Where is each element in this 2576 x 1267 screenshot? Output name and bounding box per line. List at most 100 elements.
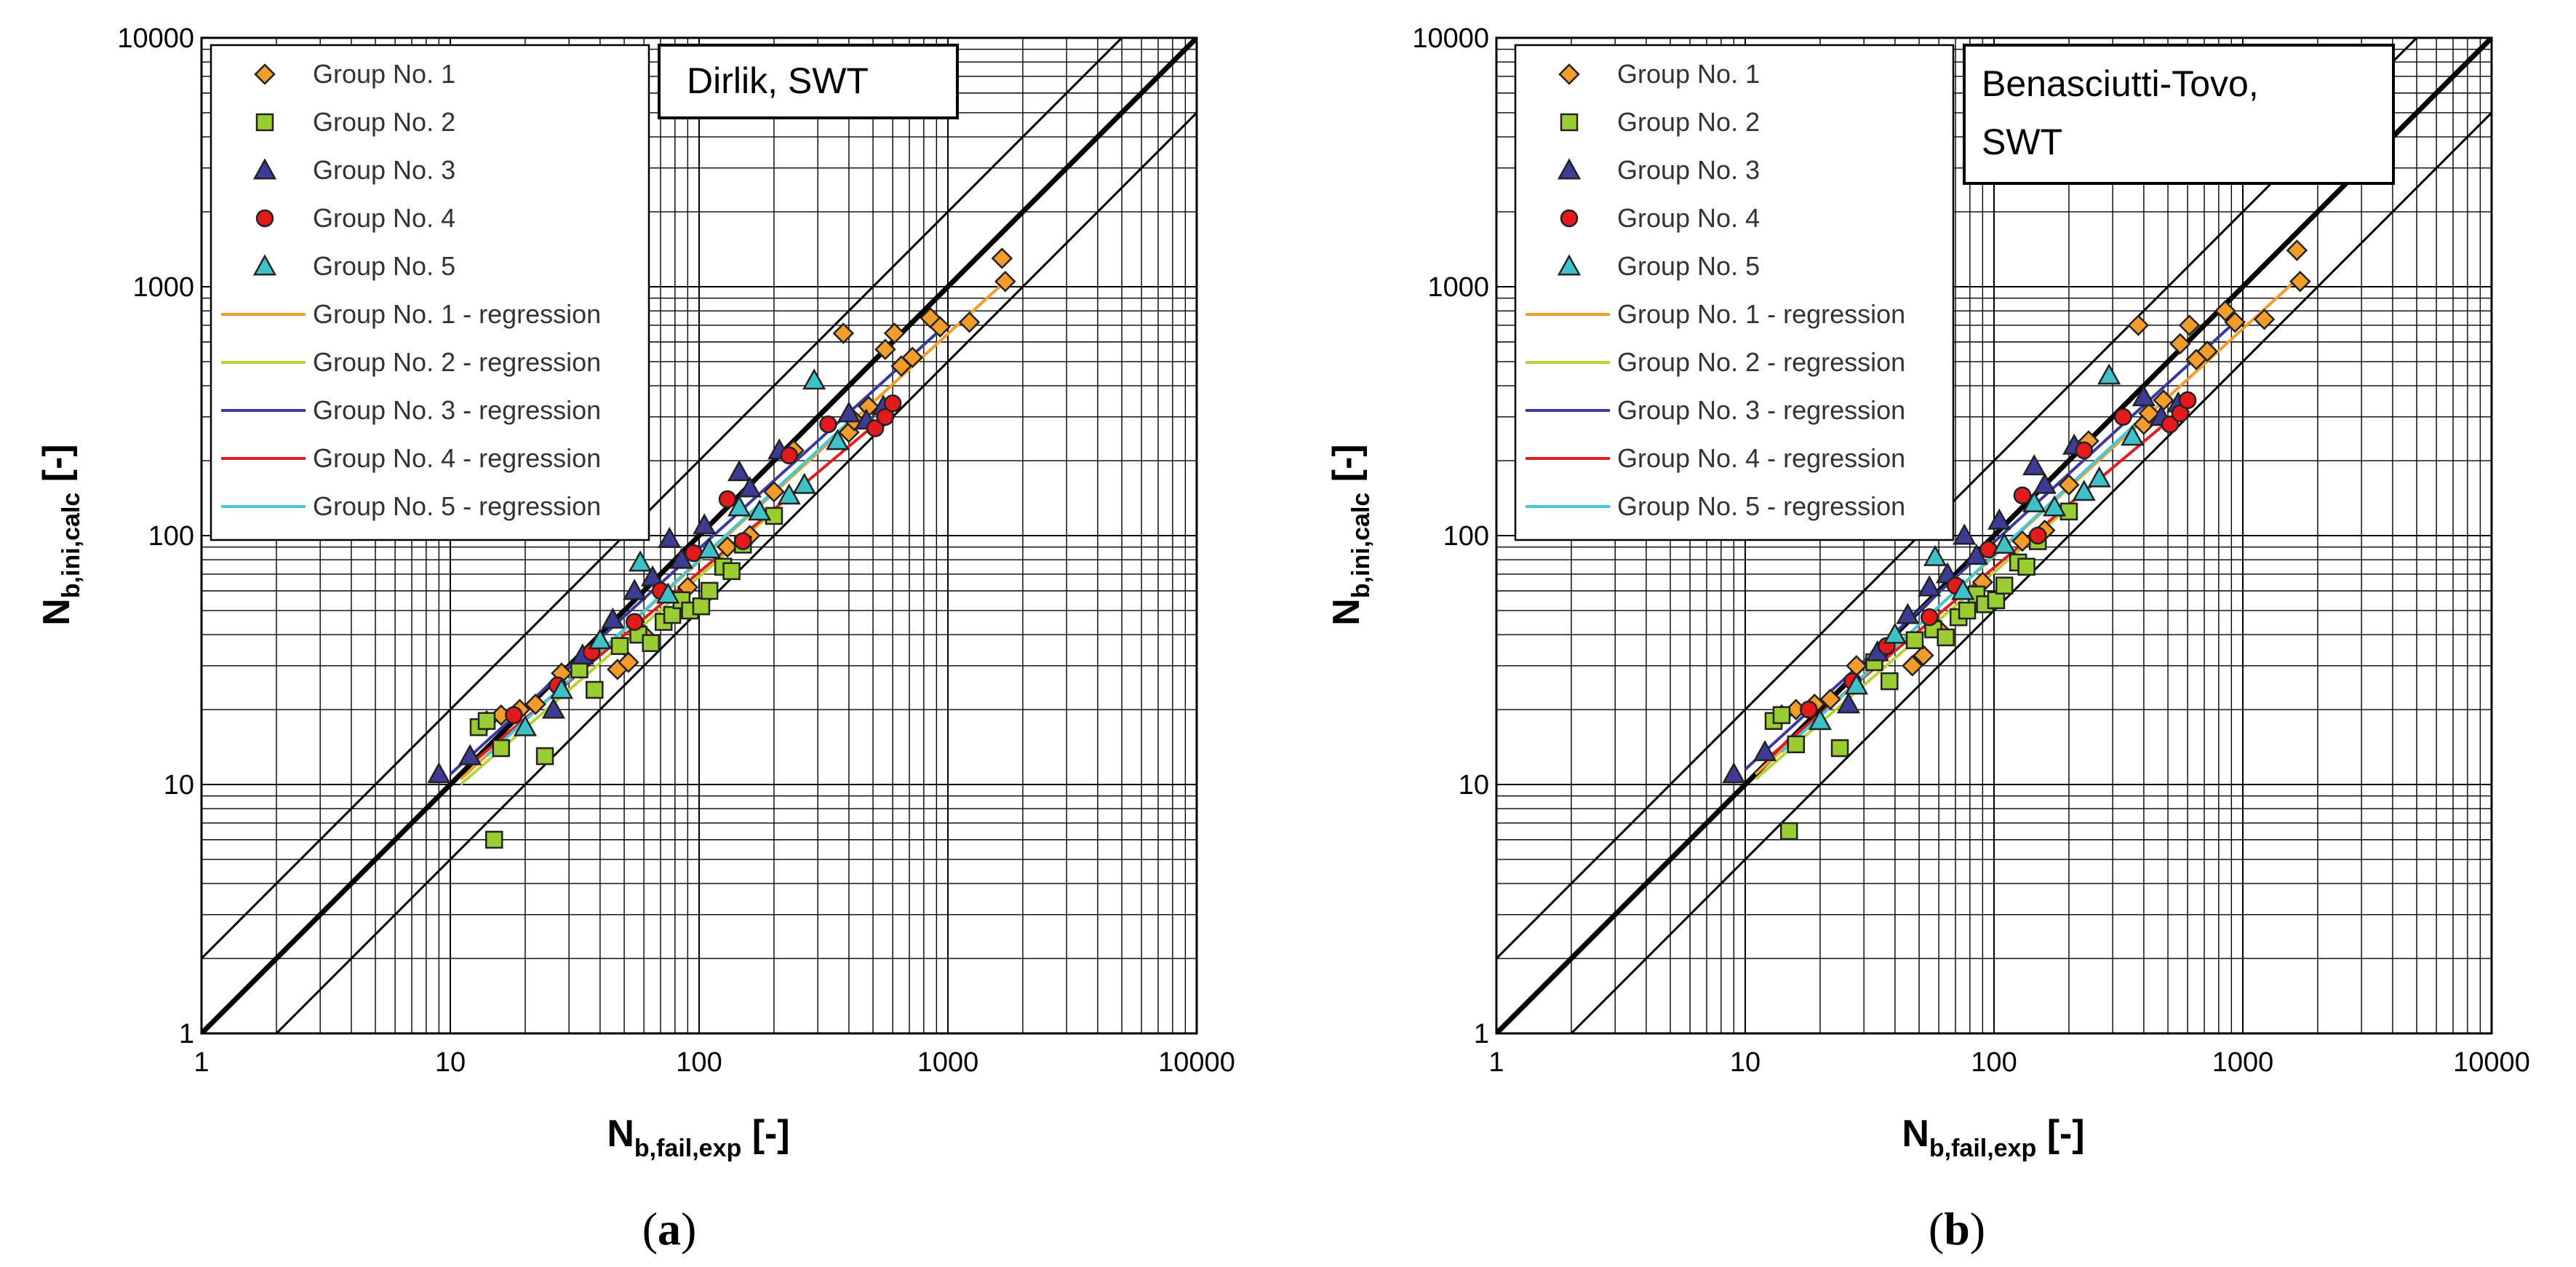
data-point (663, 605, 682, 624)
data-point (601, 607, 625, 629)
legend-marker (1557, 158, 1582, 180)
data-point (2138, 402, 2160, 424)
data-point (505, 706, 523, 724)
y-tick-label: 10 (164, 770, 194, 801)
legend-marker (252, 158, 277, 180)
data-point (1902, 655, 1923, 677)
data-point (618, 651, 639, 673)
x-tick-label: 1000 (2212, 1047, 2274, 1078)
x-tick-label: 10000 (1158, 1047, 1235, 1078)
data-point (2224, 311, 2246, 333)
data-point (1905, 631, 1924, 649)
y-tick-label: 1 (1474, 1019, 1489, 1049)
data-point (2196, 341, 2218, 362)
data-point (610, 637, 629, 655)
data-point (458, 744, 482, 766)
data-point (1923, 544, 1947, 566)
y-tick-label: 100 (1443, 521, 1489, 552)
data-point (2114, 408, 2132, 426)
data-point (901, 346, 923, 368)
legend-label: Group No. 4 - regression (1617, 443, 1905, 473)
title-text-line: Benasciutti-Tovo, (1982, 63, 2259, 104)
legend-label: Group No. 2 - regression (313, 347, 601, 377)
data-point (718, 490, 737, 509)
data-point (1772, 706, 1791, 724)
x-tick-label: 10 (1730, 1047, 1760, 1078)
x-axis-label: Nb,fail,exp [-] (607, 1113, 789, 1162)
data-point (1722, 762, 1746, 784)
data-point (2022, 490, 2046, 512)
data-point (958, 311, 981, 333)
data-point (1830, 739, 1849, 758)
legend-marker (1560, 113, 1579, 132)
data-point (837, 401, 861, 423)
data-point (2171, 404, 2190, 423)
y-tick-label: 1 (179, 1019, 194, 1049)
series-group-2 (469, 507, 783, 849)
data-point (1787, 735, 1806, 754)
data-point (727, 495, 751, 517)
data-point (1913, 644, 1934, 667)
data-point (2121, 424, 2145, 446)
data-point (525, 694, 546, 715)
data-point (780, 446, 798, 465)
data-point (698, 537, 722, 559)
scatter-band-line (202, 38, 1124, 960)
data-point (623, 579, 647, 600)
series-group-5 (513, 368, 850, 736)
data-point (2033, 472, 2057, 494)
data-point (1987, 508, 2011, 530)
y-tick-label: 1000 (132, 272, 194, 303)
legend-label: Group No. 3 (313, 155, 455, 185)
legend-label: Group No. 1 - regression (313, 299, 601, 329)
data-point (763, 481, 785, 503)
data-point (733, 532, 752, 550)
data-point (1752, 739, 1777, 761)
data-point (2075, 441, 2093, 460)
data-point (717, 536, 738, 558)
data-point (832, 322, 855, 344)
data-point (692, 597, 711, 616)
series-group-3 (427, 394, 896, 784)
data-point (1800, 700, 1818, 719)
chart-title: Benasciutti-Tovo, SWT (1963, 44, 2395, 185)
data-point (2132, 385, 2156, 407)
data-point (826, 429, 850, 450)
panel-caption: (a) (642, 1203, 697, 1255)
x-tick-label: 10 (435, 1047, 466, 1078)
data-point (2022, 454, 2046, 476)
title-text-line: Dirlik, SWT (687, 60, 869, 101)
legend-label: Group No. 4 (1617, 203, 1760, 233)
data-point (1836, 692, 1861, 714)
data-point (485, 830, 503, 849)
data-point (541, 697, 566, 719)
data-point (2011, 530, 2033, 552)
data-point (2072, 480, 2096, 501)
data-point (929, 316, 951, 338)
title-text-line: SWT (1982, 122, 2062, 162)
data-point (874, 338, 896, 360)
regression-line-group-5 (1780, 410, 2150, 753)
legend-label: Group No. 1 (1617, 59, 1760, 89)
regression-line-group-5 (485, 416, 856, 758)
data-point (1808, 709, 1833, 731)
legend-label: Group No. 1 - regression (1617, 299, 1905, 329)
data-point (656, 582, 680, 604)
legend-label: Group No. 5 (313, 251, 455, 281)
x-tick-label: 100 (1971, 1047, 2017, 1078)
data-point (2017, 557, 2035, 576)
legend-marker (255, 209, 274, 228)
x-tick-label: 1 (1488, 1047, 1504, 1078)
data-point (2097, 363, 2121, 385)
y-tick-label: 100 (148, 521, 194, 552)
legend-label: Group No. 5 - regression (313, 491, 601, 521)
panel-caption: (b) (1929, 1203, 1985, 1255)
legend-label: Group No. 5 (1617, 251, 1760, 281)
data-point (2253, 308, 2276, 330)
data-point (513, 715, 538, 736)
title-box (658, 44, 959, 119)
data-point (1896, 603, 1920, 624)
chart-panel-b: 1 10 100 1000 10000 1 10 100 1000 10000 Group No. … (1325, 23, 2530, 1255)
data-point (628, 550, 653, 572)
data-point (2286, 239, 2308, 261)
